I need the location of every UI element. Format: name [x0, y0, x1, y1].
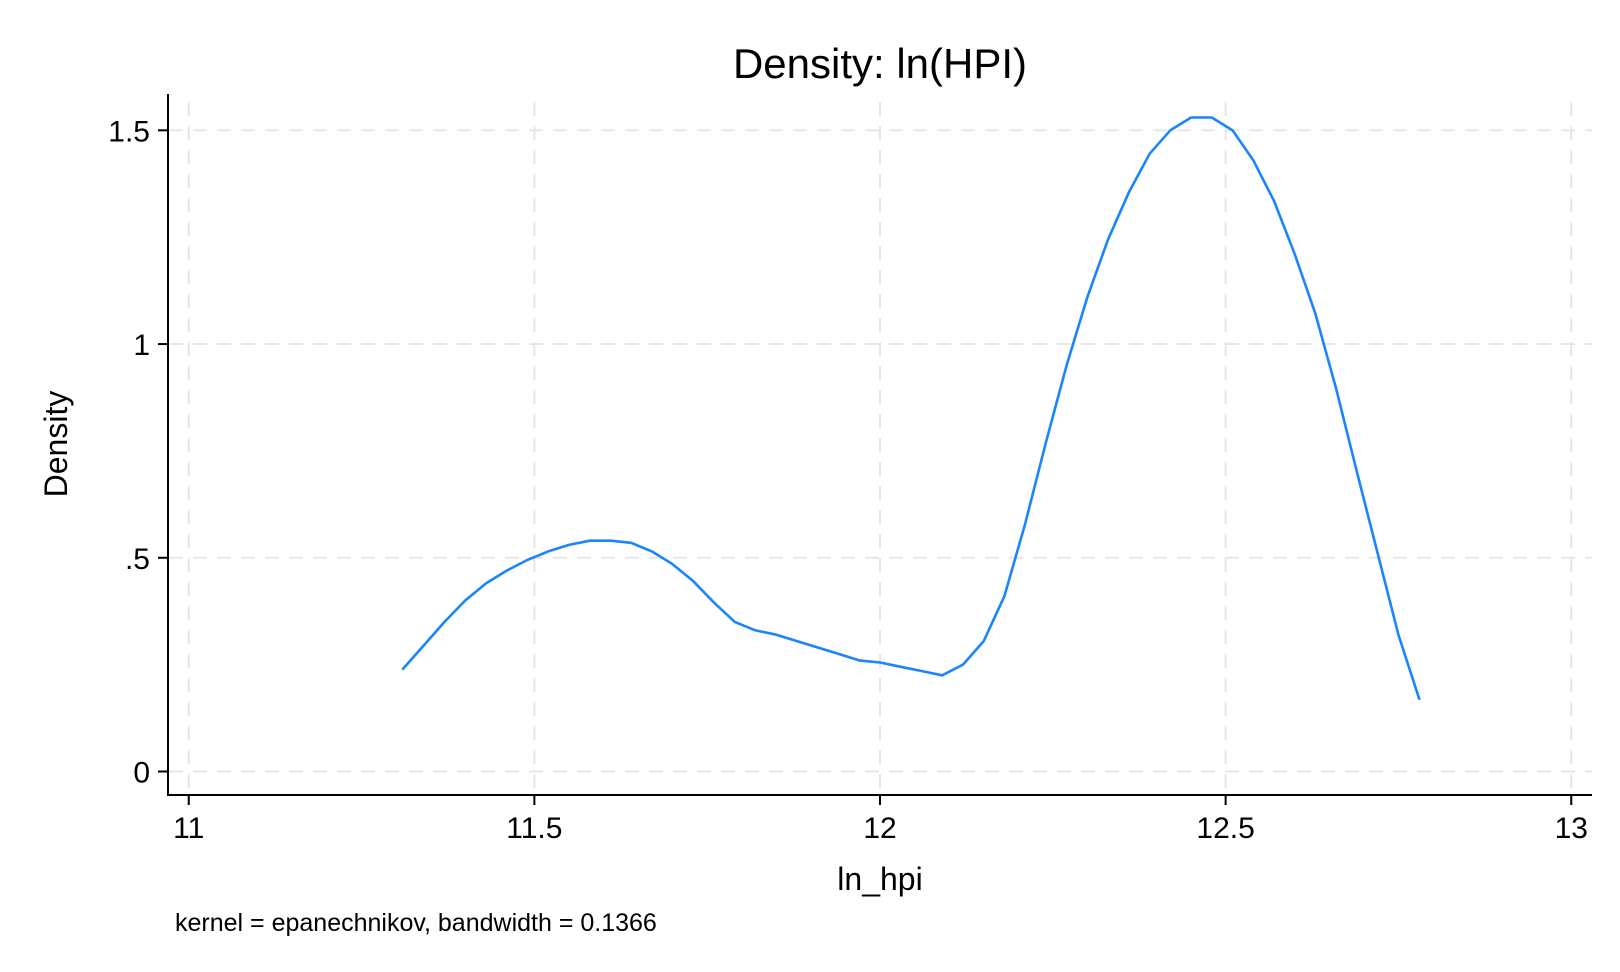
chart-note: kernel = epanechnikov, bandwidth = 0.136…	[175, 909, 657, 937]
y-tick-label: .5	[125, 543, 150, 576]
density-line	[401, 116, 1421, 701]
chart-title: Density: ln(HPI)	[733, 40, 1027, 87]
y-tick-label: 1	[133, 329, 150, 362]
y-tick-label: 0	[133, 756, 150, 789]
x-tick-label: 12	[863, 812, 896, 845]
x-tick-label: 11.5	[506, 812, 562, 845]
y-axis-label: Density	[38, 391, 74, 498]
x-tick-label: 13	[1555, 812, 1588, 845]
x-ticks: 11 11.5 12 12.5 13	[173, 795, 1588, 845]
x-tick-label: 12.5	[1196, 812, 1254, 845]
gridlines	[169, 102, 1592, 794]
x-axis-label: ln_hpi	[837, 861, 922, 897]
y-ticks: 0 .5 1 1.5	[108, 115, 168, 789]
x-tick-label: 11	[173, 812, 204, 845]
y-tick-label: 1.5	[108, 115, 150, 148]
